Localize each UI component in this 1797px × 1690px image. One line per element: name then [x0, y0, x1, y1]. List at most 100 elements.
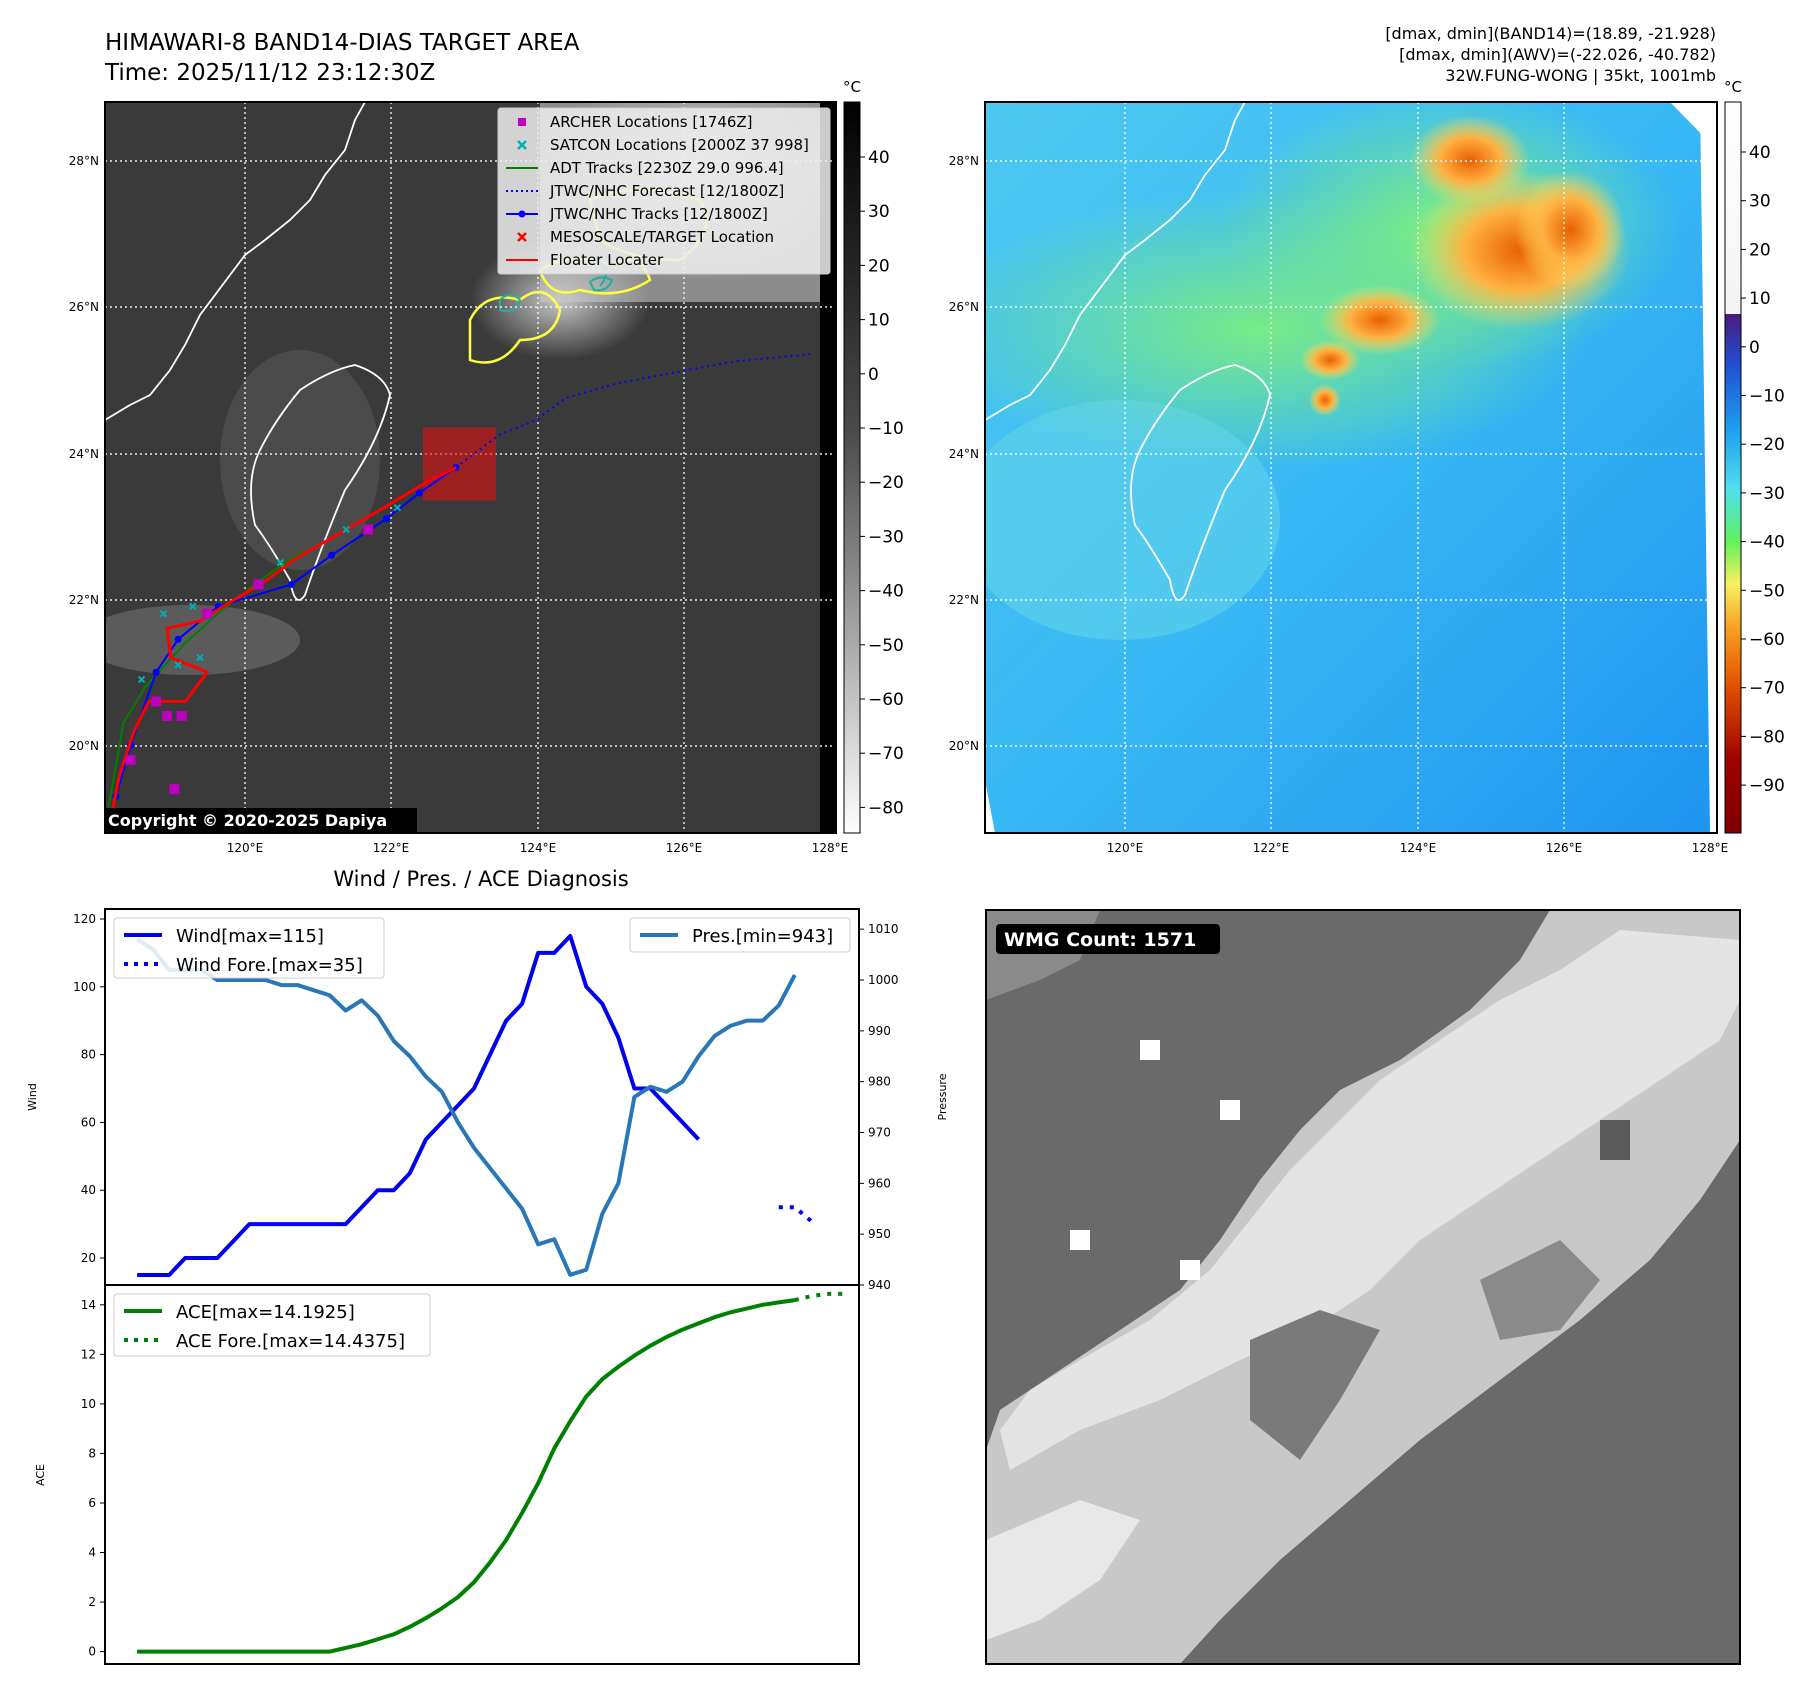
ace-series-line [137, 1298, 796, 1654]
ir-colorbar-tick-label: 40 [868, 148, 890, 168]
lat-tick-label: 26°N [69, 300, 99, 314]
lon-tick-label: 120°E [227, 841, 264, 855]
pressure-tick-label: 940 [868, 1278, 891, 1292]
pressure-tick-label: 960 [868, 1176, 891, 1190]
awv-range: [dmax, dmin](AWV)=(-22.026, -40.782) [1399, 45, 1716, 64]
wind-axis-label: Wind [26, 1083, 39, 1111]
archer-point [162, 711, 173, 722]
lat-tick-label: 22°N [949, 593, 979, 607]
wind-fore-legend-label: Wind Fore.[max=35] [176, 955, 363, 976]
ace-legend: ACE[max=14.1925] ACE Fore.[max=14.4375] [113, 1293, 431, 1357]
lat-tick-label: 28°N [949, 154, 979, 168]
figure-time: Time: 2025/11/12 23:12:30Z [104, 60, 435, 86]
pressure-tick-label: 980 [868, 1075, 891, 1089]
lon-tick-label: 122°E [1253, 841, 1290, 855]
ir-colorbar-tick-label: −20 [868, 473, 904, 493]
wmg-count-label: WMG Count: 1571 [1004, 929, 1196, 951]
ir-legend-label: MESOSCALE/TARGET Location [550, 228, 774, 246]
ir-legend-label: JTWC/NHC Forecast [12/1800Z] [549, 182, 784, 200]
jtwc-track-point [382, 515, 390, 523]
ace-tick-label: 2 [88, 1595, 96, 1609]
jtwc-track-point [152, 668, 160, 676]
satcon-point [342, 525, 350, 534]
ace-tick-label: 6 [88, 1496, 96, 1510]
lat-tick-label: 20°N [949, 739, 979, 753]
jtwc-track-point [174, 635, 182, 643]
ace-tick-label: 4 [88, 1546, 96, 1560]
wind-tick-label: 80 [81, 1048, 96, 1062]
pressure-legend-label: Pres.[min=943] [692, 926, 833, 947]
ace-tick-label: 0 [88, 1645, 96, 1659]
diagnosis-title: Wind / Pres. / ACE Diagnosis [333, 867, 628, 891]
awv-colorbar-tick-label: −10 [1749, 387, 1785, 407]
awv-colorbar-tick-label: −80 [1749, 727, 1785, 747]
ace-chart: 14 12 10 8 6 4 2 0 ACE ACE[max=14.1925] ACE For… [34, 1284, 860, 1665]
archer-point [202, 608, 213, 619]
pressure-tick-label: 1000 [868, 973, 899, 987]
ir-colorbar-tick-label: −60 [868, 690, 904, 710]
ir-colorbar-tick-label: 10 [868, 311, 890, 331]
jtwc-track-line [115, 466, 457, 797]
awv-map-panel: 120°E 122°E 124°E 126°E 128°E 28°N 26°N 24°N 22°… [949, 78, 1785, 855]
ace-fore-legend-label: ACE Fore.[max=14.4375] [176, 1331, 405, 1352]
awv-colorbar-tick-label: 10 [1749, 289, 1771, 309]
ir-colorbar-tick-label: −80 [868, 798, 904, 818]
awv-colorbar-tick-label: −90 [1749, 776, 1785, 796]
lat-tick-label: 24°N [949, 447, 979, 461]
lat-tick-label: 24°N [69, 447, 99, 461]
ace-forecast-series-line [794, 1291, 843, 1303]
awv-colorbar-unit: °C [1724, 78, 1742, 96]
archer-point [151, 696, 162, 707]
wmg-panel: WMG Count: 1571 [985, 909, 1741, 1665]
satcon-point [189, 602, 197, 611]
ir-colorbar-tick-label: 30 [868, 202, 890, 222]
ir-legend-label: SATCON Locations [2000Z 37 998] [550, 136, 809, 154]
awv-colorbar-tick-label: −60 [1749, 630, 1785, 650]
archer-point [169, 784, 180, 795]
awv-colorbar: °C 40 30 20 10 0 −10 −20 −30 −40 −50 −60 −70 −80 −90 [1724, 78, 1785, 834]
line-dot-legend-marker [518, 210, 526, 218]
lat-tick-label: 28°N [69, 154, 99, 168]
archer-point [363, 524, 374, 535]
ace-legend-label: ACE[max=14.1925] [176, 1302, 355, 1323]
pressure-series-line [136, 937, 797, 1277]
storm-info: 32W.FUNG-WONG | 35kt, 1001mb [1445, 66, 1716, 85]
satcon-point [196, 653, 204, 662]
ir-colorbar-tick-label: −30 [868, 527, 904, 547]
figure-title: HIMAWARI-8 BAND14-DIAS TARGET AREA [105, 30, 580, 56]
lon-tick-label: 124°E [520, 841, 557, 855]
ir-colorbar-tick-label: −40 [868, 582, 904, 602]
pressure-axis-label: Pressure [936, 1073, 949, 1120]
pressure-tick-label: 950 [868, 1227, 891, 1241]
archer-point [176, 711, 187, 722]
ir-legend-label: JTWC/NHC Tracks [12/1800Z] [549, 205, 768, 223]
awv-colorbar-tick-label: 30 [1749, 192, 1771, 212]
band14-range: [dmax, dmin](BAND14)=(18.89, -21.928) [1385, 24, 1716, 43]
ace-tick-label: 14 [81, 1298, 96, 1312]
ir-axis-labels: 120°E 122°E 124°E 126°E 128°E 28°N 26°N 24°N 22°… [69, 154, 849, 855]
ir-colorbar-tick-label: −70 [868, 744, 904, 764]
awv-colorbar-tick-label: −30 [1749, 484, 1785, 504]
ir-colorbar-tick-label: −50 [868, 636, 904, 656]
x-legend-marker [517, 232, 527, 242]
ir-legend-label: Floater Locater [550, 251, 664, 269]
lat-tick-label: 22°N [69, 593, 99, 607]
ir-colorbar-tick-label: 20 [868, 256, 890, 276]
ir-legend: ARCHER Locations [1746Z] SATCON Locations… [497, 107, 831, 275]
wind-legend: Wind[max=115] Wind Fore.[max=35] [113, 917, 385, 979]
wmg-count-box [996, 924, 1220, 954]
awv-colorbar-tick-label: 40 [1749, 143, 1771, 163]
ir-legend-label: ARCHER Locations [1746Z] [550, 113, 753, 131]
pressure-tick-label: 970 [868, 1126, 891, 1140]
wind-pressure-chart: 120 100 80 60 40 20 1010 1000 990 980 970 960 950 940… [26, 908, 949, 1292]
awv-colorbar-tick-label: 20 [1749, 240, 1771, 260]
ace-tick-label: 8 [88, 1446, 96, 1460]
adt-track-line [107, 550, 303, 808]
wind-tick-label: 120 [73, 912, 96, 926]
awv-colorbar-tick-label: −40 [1749, 533, 1785, 553]
archer-point [125, 754, 136, 765]
target-area-box [422, 427, 497, 501]
awv-axis-labels: 120°E 122°E 124°E 126°E 128°E 28°N 26°N 24°N 22°… [949, 154, 1729, 855]
pressure-tick-label: 1010 [868, 922, 899, 936]
lon-tick-label: 120°E [1107, 841, 1144, 855]
